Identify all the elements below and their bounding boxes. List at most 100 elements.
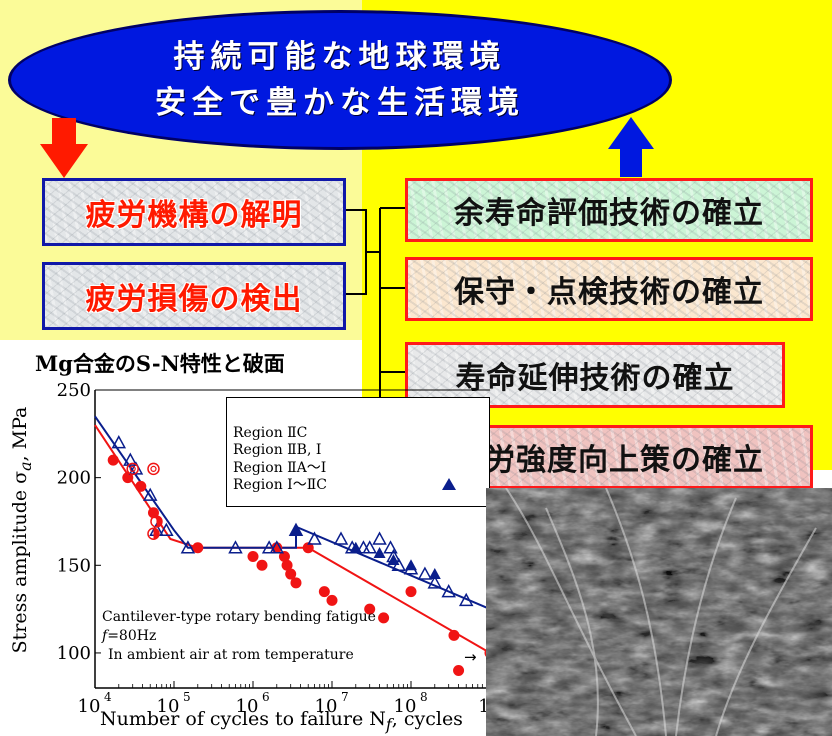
y-tick-label: 100 [57, 643, 91, 664]
goal-line-2: 安全で豊かな生活環境 [155, 85, 525, 121]
note-line-3: In ambient air at rom temperature [108, 647, 354, 663]
data-point-open-triangle [427, 575, 443, 589]
right-box-label: 余寿命評価技術の確立 [454, 196, 764, 231]
data-point-open-triangle [123, 452, 138, 466]
legend-entry: Region ⅡB, Ⅰ [233, 441, 489, 458]
data-point-open-triangle [383, 540, 398, 554]
left-box-mechanism: 疲労機構の解明 [42, 178, 346, 246]
x-tick-label: 10 [236, 696, 259, 717]
data-point-double-circle-inner [129, 465, 136, 472]
legend-entry: Region ⅡC [233, 424, 489, 441]
goal-ellipse: 持続可能な地球環境 安全で豊かな生活環境 [8, 10, 672, 150]
right-box-label: 疲労強度向上策の確立 [454, 443, 764, 478]
data-point-dot [326, 594, 338, 606]
data-point-dot [290, 577, 302, 589]
test-condition-note: Cantilever-type rotary bending fatigue f… [102, 608, 376, 665]
data-point-open-triangle [307, 531, 322, 545]
legend-entry: Region ⅡA～Ⅰ [233, 458, 489, 476]
data-point-open-triangle [180, 540, 196, 554]
x-tick-label: 10 [315, 696, 338, 717]
x-tick-label: 1 [478, 696, 489, 717]
note-frequency-value: =80Hz [107, 628, 157, 644]
data-point-open-triangle [333, 531, 349, 545]
x-axis-label-unit: , cycles [391, 708, 463, 730]
right-box-maintenance: 保守・点検技術の確立 [405, 257, 813, 321]
data-point-double-circle-outer [126, 462, 139, 476]
x-axis-label-main: Number of cycles to failure N [100, 708, 386, 730]
y-tick-label: 200 [57, 468, 91, 489]
data-point-open-triangle [142, 487, 158, 501]
data-point-dot [453, 664, 465, 676]
data-point-open-triangle [111, 435, 127, 449]
data-point-dot [405, 586, 417, 598]
y-tick-label: 250 [57, 380, 91, 401]
left-box-label: 疲労損傷の検出 [85, 282, 303, 317]
data-point-open-triangle [362, 540, 377, 554]
x-tick-exponent: 7 [341, 690, 349, 704]
data-point-filled-triangle [428, 568, 441, 580]
data-point-dot [378, 612, 390, 624]
data-point-dot [192, 542, 204, 554]
data-point-open-triangle [441, 584, 456, 598]
legend-triangle-icon [429, 477, 469, 491]
data-point-open-triangle [458, 592, 474, 607]
legend-entry: Region Ⅰ～ⅡC [233, 475, 489, 493]
fit-line [94, 415, 491, 611]
left-box-label: 疲労機構の解明 [85, 198, 303, 233]
data-point-filled-triangle [349, 541, 362, 553]
data-point-open-triangle [159, 522, 174, 536]
right-box-remaining-life: 余寿命評価技術の確立 [405, 178, 813, 242]
data-point-dot [122, 472, 134, 484]
y-axis-label-main: Stress amplitude σ [9, 470, 32, 654]
x-tick-exponent: 4 [104, 690, 112, 704]
data-point-filled-triangle [405, 559, 417, 571]
data-point-dot [364, 603, 376, 615]
data-point-double-circle-inner [150, 465, 157, 472]
x-tick-exponent: 6 [262, 690, 270, 704]
y-axis-label: Stress amplitude σa, MPa [9, 407, 35, 654]
y-tick-label: 150 [57, 555, 91, 576]
right-box-label: 寿命延伸技術の確立 [455, 361, 735, 396]
data-point-dot [318, 586, 330, 598]
data-point-dot [448, 629, 460, 641]
chart-points [107, 435, 496, 676]
fracture-surface-image [486, 488, 832, 736]
legend-label: Region Ⅰ～ⅡC [233, 476, 327, 493]
note-frequency-symbol: f [102, 628, 108, 644]
right-box-life-extension: 寿命延伸技術の確立 [405, 342, 785, 408]
data-point-dot [256, 559, 268, 571]
data-point-dot [285, 568, 297, 580]
left-box-detection: 疲労損傷の検出 [42, 262, 346, 330]
y-axis-label-sub: a [15, 461, 35, 471]
legend-label: Region ⅡC [233, 424, 308, 441]
goal-line-1: 持続可能な地球環境 [173, 39, 507, 75]
data-point-filled-triangle [387, 554, 400, 566]
data-point-half-circle-fill [156, 515, 162, 527]
data-point-open-triangle [261, 540, 277, 554]
data-point-double-circle-outer [147, 462, 160, 476]
up-arrow-icon [608, 117, 654, 177]
data-point-dot [107, 454, 119, 466]
note-line-1: Cantilever-type rotary bending fatigue [102, 609, 376, 625]
data-point-filled-triangle [373, 547, 386, 559]
x-tick-exponent: 8 [420, 690, 428, 704]
data-point-dot [278, 551, 290, 563]
legend-label: Region ⅡB, Ⅰ [233, 441, 322, 458]
sn-chart-title: Mg合金のS-N特性と破面 [35, 351, 285, 376]
down-arrow-icon [40, 118, 88, 178]
y-axis-label-unit: , MPa [9, 406, 32, 462]
x-tick-label: 10 [394, 696, 417, 717]
data-point-open-triangle [417, 566, 433, 580]
data-point-dot [302, 542, 314, 554]
data-point-dot [281, 559, 293, 571]
data-point-dot [247, 551, 259, 563]
chart-legend: Region ⅡC Region ⅡB, Ⅰ Region ⅡA～Ⅰ Regio… [226, 397, 490, 507]
data-point-half-circle-fill [153, 528, 159, 540]
right-box-label: 保守・点検技術の確立 [454, 275, 764, 310]
data-point-filled-triangle [289, 524, 302, 536]
chart-axes [94, 389, 491, 689]
data-point-open-triangle [269, 540, 285, 554]
x-tick-exponent: 5 [183, 690, 191, 704]
